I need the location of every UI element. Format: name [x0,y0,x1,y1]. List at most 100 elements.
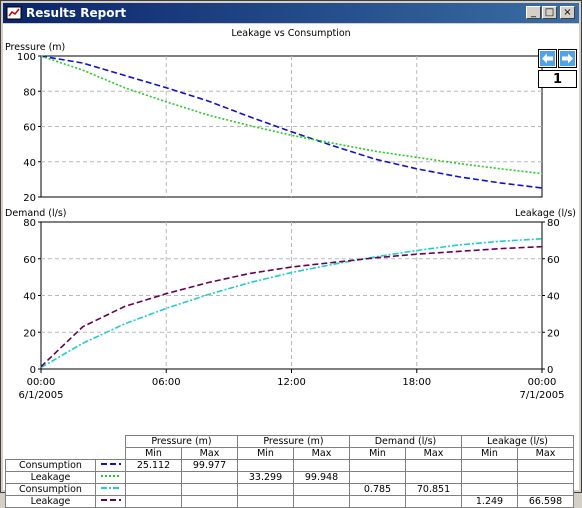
y2-tick-label: 40 [547,292,560,303]
legend-value-cell [349,459,406,472]
legend-row: Consumption 0.785 70.851 [5,483,574,496]
legend-value-cell: 0.785 [349,483,406,496]
legend-min-header: Min [125,447,182,460]
legend-group-header: Demand (l/s) [349,435,462,448]
series-line [40,245,543,368]
legend-value-cell [517,471,574,484]
legend-max-header: Max [405,447,462,460]
legend-value-cell [461,471,518,484]
y-tick-label: 80 [23,87,36,98]
page-navigator: 1 [536,49,579,89]
arrow-right-icon [560,51,575,66]
legend-max-header: Max [293,447,350,460]
legend-table: Pressure (m) Pressure (m) Demand (l/s) L… [5,435,574,508]
legend-value-cell [405,495,462,508]
legend-value-cell [293,483,350,496]
legend-row: Leakage 1.249 66.598 [5,495,574,508]
legend-row-label: Consumption [5,459,96,472]
close-icon: × [563,7,572,18]
legend-value-cell [237,483,294,496]
legend-value-cell [181,483,238,496]
y-tick-label: 60 [23,123,36,134]
legend-value-cell [293,495,350,508]
legend-swatch [95,459,126,472]
legend-swatch [95,483,126,496]
legend-value-cell: 1.249 [461,495,518,508]
legend-row: Leakage 33.299 99.948 [5,471,574,484]
y2-tick-label: 0 [547,365,553,376]
legend-line-icon [100,475,121,477]
y-axis-label: Pressure (m) [5,42,65,53]
legend-value-cell [293,459,350,472]
legend-value-cell [125,483,182,496]
legend-value-cell [125,471,182,484]
legend-group-header: Pressure (m) [237,435,350,448]
legend-swatch [95,471,126,484]
legend-value-cell [237,459,294,472]
y-axis-label: Demand (l/s) [5,208,67,219]
legend-line-icon [100,463,121,465]
legend-value-cell [517,483,574,496]
y-tick-label: 80 [23,218,36,229]
y2-tick-label: 60 [547,255,560,266]
arrow-left-icon [540,51,555,66]
legend-max-header: Max [517,447,574,460]
y-tick-label: 40 [23,292,36,303]
legend-value-cell [405,459,462,472]
next-page-button[interactable] [558,49,577,68]
page-number-display: 1 [538,70,577,88]
series-line [40,55,543,189]
minimize-button[interactable]: _ [526,6,541,19]
legend-value-cell [461,483,518,496]
legend-value-cell [517,459,574,472]
legend-value-cell [461,459,518,472]
chart-title: Leakage vs Consumption [231,28,350,39]
legend-value-cell [405,471,462,484]
legend-min-header: Min [237,447,294,460]
x-tick-time-label: 06:00 [152,377,181,388]
x-tick-time-label: 00:00 [27,377,56,388]
report-app-icon [6,6,22,20]
y-tick-label: 20 [23,193,36,204]
legend-value-cell [181,471,238,484]
x-tick-time-label: 18:00 [402,377,431,388]
legend-swatch [95,495,126,508]
legend-line-icon [100,487,121,489]
legend-min-header: Min [349,447,406,460]
maximize-button[interactable]: □ [542,6,557,19]
series-line [40,55,543,175]
legend-corner [5,435,126,460]
legend-value-cell [237,495,294,508]
x-tick-date-label: 6/1/2005 [19,390,64,401]
legend-value-cell [181,495,238,508]
legend-min-header: Min [461,447,518,460]
legend-value-cell [349,471,406,484]
legend-value-cell: 99.977 [181,459,238,472]
legend-value-cell [349,495,406,508]
legend-line-icon [100,499,121,501]
legend-value-cell: 70.851 [405,483,462,496]
legend-value-cell: 25.112 [125,459,182,472]
legend-group-header: Leakage (l/s) [461,435,574,448]
window-title: Results Report [26,6,127,20]
report-content: Leakage vs Consumption 20 40 60 80 100 Pressur… [3,24,579,508]
legend-row-label: Consumption [5,483,96,496]
series-line [40,238,543,369]
legend-value-cell [125,495,182,508]
x-tick-time-label: 00:00 [528,377,557,388]
y2-tick-label: 20 [547,328,560,339]
y-tick-label: 40 [23,158,36,169]
y-tick-label: 60 [23,255,36,266]
legend-value-cell: 33.299 [237,471,294,484]
y2-tick-label: 80 [547,218,560,229]
legend-value-cell: 66.598 [517,495,574,508]
close-button[interactable]: × [560,6,575,19]
y-tick-label: 20 [23,328,36,339]
previous-page-button[interactable] [538,49,557,68]
title-bar[interactable]: Results Report _ □ × [3,3,579,23]
legend-group-header: Pressure (m) [125,435,238,448]
legend-row-label: Leakage [5,471,96,484]
y-tick-label: 100 [17,52,36,63]
legend-max-header: Max [181,447,238,460]
